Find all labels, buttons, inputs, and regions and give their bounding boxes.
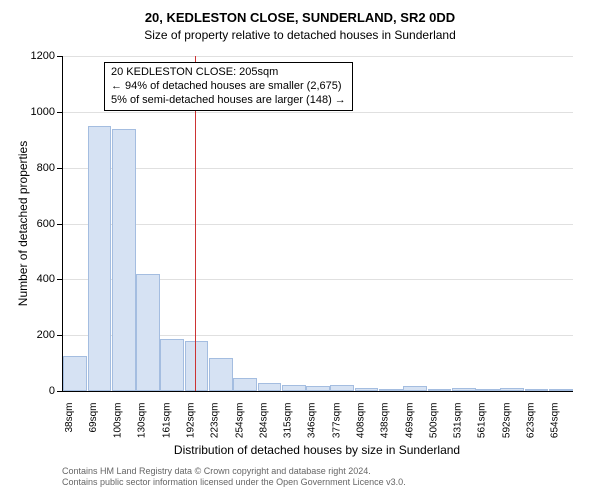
x-tick-label: 654sqm [550,403,561,439]
y-tick [57,224,63,225]
x-tick-label: 38sqm [64,403,75,433]
chart-container: 20, KEDLESTON CLOSE, SUNDERLAND, SR2 0DD… [0,0,600,500]
x-tick-label: 100sqm [113,403,124,439]
x-tick-label: 161sqm [161,403,172,439]
y-tick-label: 0 [49,385,55,397]
grid-line [63,112,573,113]
x-tick-label: 254sqm [234,403,245,439]
y-tick [57,56,63,57]
histogram-bar [330,385,354,391]
x-tick-label: 346sqm [307,403,318,439]
y-tick [57,335,63,336]
x-tick-label: 69sqm [88,403,99,433]
x-tick-label: 592sqm [501,403,512,439]
x-tick-label: 315sqm [283,403,294,439]
info-line-1: 20 KEDLESTON CLOSE: 205sqm [111,66,346,80]
histogram-bar [306,386,330,391]
histogram-bar [112,129,136,391]
y-tick-label: 400 [37,273,55,285]
x-tick-label: 469sqm [404,403,415,439]
grid-line [63,168,573,169]
y-tick-label: 800 [37,162,55,174]
x-axis-label: Distribution of detached houses by size … [62,443,572,457]
y-axis-label: Number of detached properties [16,56,30,391]
histogram-bar [209,358,233,392]
histogram-bar [500,388,524,391]
histogram-bar [403,386,427,391]
histogram-bar [160,339,184,391]
histogram-bar [233,378,257,391]
grid-line [63,224,573,225]
footer-line-1: Contains HM Land Registry data © Crown c… [62,466,600,477]
y-tick [57,112,63,113]
histogram-bar [525,389,549,391]
histogram-bar [452,388,476,391]
histogram-bar [282,385,306,391]
x-tick-label: 500sqm [428,403,439,439]
info-line-2: ← 94% of detached houses are smaller (2,… [111,80,346,94]
histogram-bar [88,126,112,391]
x-tick-label: 284sqm [258,403,269,439]
y-tick [57,279,63,280]
histogram-bar [476,389,500,391]
x-tick-label: 438sqm [380,403,391,439]
footer-line-2: Contains public sector information licen… [62,477,600,488]
x-tick-label: 531sqm [453,403,464,439]
histogram-bar [379,389,403,391]
x-tick-label: 408sqm [356,403,367,439]
chart-subtitle: Size of property relative to detached ho… [0,28,600,42]
y-tick-label: 1000 [31,106,55,118]
y-tick [57,168,63,169]
x-tick-label: 377sqm [331,403,342,439]
grid-line [63,56,573,57]
y-tick-label: 600 [37,218,55,230]
histogram-bar [136,274,160,391]
x-tick-label: 223sqm [210,403,221,439]
y-tick [57,391,63,392]
footer-attribution: Contains HM Land Registry data © Crown c… [62,466,600,488]
y-tick-label: 1200 [31,50,55,62]
chart-title: 20, KEDLESTON CLOSE, SUNDERLAND, SR2 0DD [0,10,600,26]
y-tick-label: 200 [37,329,55,341]
histogram-bar [63,356,87,391]
info-line-3: 5% of semi-detached houses are larger (1… [111,94,346,108]
histogram-bar [355,388,379,391]
x-tick-label: 623sqm [526,403,537,439]
histogram-bar [428,389,452,391]
x-tick-label: 561sqm [477,403,488,439]
info-box: 20 KEDLESTON CLOSE: 205sqm ← 94% of deta… [104,62,353,111]
x-tick-label: 192sqm [186,403,197,439]
histogram-bar [185,341,209,391]
histogram-bar [258,383,282,391]
histogram-bar [549,389,573,391]
x-tick-label: 130sqm [137,403,148,439]
